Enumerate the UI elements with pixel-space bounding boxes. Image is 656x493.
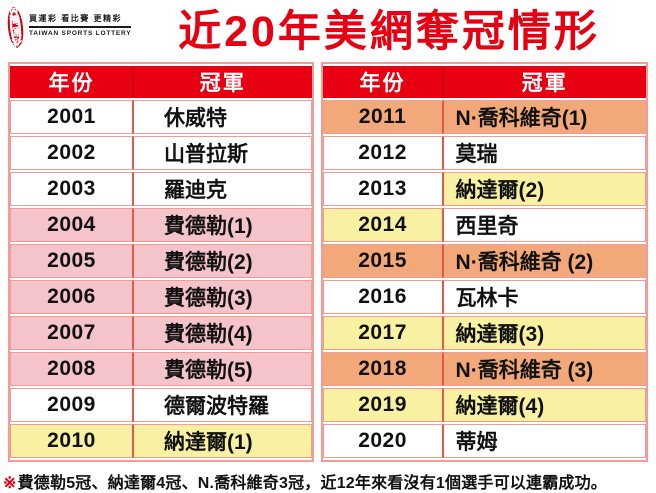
logo-slogan: 買運彩 看比賽 更精彩: [29, 14, 122, 23]
year-cell: 2016: [322, 280, 444, 314]
table-row: 2005 費德勒(2): [10, 244, 312, 278]
footnote: ※費德勒5冠、納達爾4冠、N.喬科維奇3冠，近12年來看沒有1個選手可以連霸成功…: [3, 469, 656, 493]
year-cell: 2015: [322, 244, 444, 278]
champion-cell: N·喬科維奇 (3): [443, 352, 646, 386]
year-cell: 2010: [10, 424, 134, 458]
champions-table-2001-2010: 年份 冠軍 2001 休威特 2002 山普拉斯 2003 羅迪克 2004 費德勒(1) 20…: [8, 62, 314, 462]
champion-cell: 費德勒(3): [134, 280, 312, 314]
taiwan-sports-lottery-logo: 台灣 運彩 買運彩 看比賽 更精彩 TAIWAN SPORTS LOTTERY: [5, 2, 132, 51]
table-row: 2003 羅迪克: [10, 172, 312, 206]
column-header-year: 年份: [322, 66, 444, 98]
year-cell: 2017: [322, 316, 444, 350]
champion-cell: 納達爾(4): [443, 388, 646, 422]
champion-cell: 費德勒(1): [134, 208, 312, 242]
year-cell: 2020: [322, 424, 444, 458]
champion-cell: 德爾波特羅: [134, 388, 312, 422]
table-row: 2007 費德勒(4): [10, 316, 312, 350]
table-row: 2019 納達爾(4): [322, 388, 646, 422]
table-row: 2014 西里奇: [322, 208, 646, 242]
table-row: 2002 山普拉斯: [10, 136, 312, 170]
table-row: 2016 瓦林卡: [322, 280, 646, 314]
year-cell: 2004: [10, 208, 134, 242]
header: 台灣 運彩 買運彩 看比賽 更精彩 TAIWAN SPORTS LOTTERY …: [0, 0, 656, 59]
table-row: 2020 蒂姆: [322, 424, 646, 458]
table-row: 2012 莫瑞: [322, 136, 646, 170]
champion-cell: 費德勒(5): [134, 352, 312, 386]
year-cell: 2002: [10, 136, 134, 170]
year-cell: 2008: [10, 352, 134, 386]
footnote-marker: ※: [3, 475, 17, 492]
table-row: 2015 N·喬科維奇 (2): [322, 244, 646, 278]
champion-cell: 納達爾(2): [443, 172, 646, 206]
table-row: 2018 N·喬科維奇 (3): [322, 352, 646, 386]
table-row: 2008 費德勒(5): [10, 352, 312, 386]
year-cell: 2001: [10, 100, 134, 134]
page-title: 近20年美網奪冠情形: [178, 8, 600, 56]
champion-cell: 瓦林卡: [443, 280, 646, 314]
year-cell: 2018: [322, 352, 444, 386]
champion-cell: 納達爾(1): [134, 424, 312, 458]
footnote-text: 費德勒5冠、納達爾4冠、N.喬科維奇3冠，近12年來看沒有1個選手可以連霸成功。: [17, 475, 608, 492]
tables-container: 年份 冠軍 2001 休威特 2002 山普拉斯 2003 羅迪克 2004 費德勒(1) 20…: [0, 62, 656, 462]
year-cell: 2009: [10, 388, 134, 422]
column-header-champion: 冠軍: [134, 66, 312, 98]
year-cell: 2014: [322, 208, 444, 242]
table-row: 2017 納達爾(3): [322, 316, 646, 350]
column-header-year: 年份: [10, 66, 134, 98]
champions-table-2011-2020: 年份 冠軍 2011 N·喬科維奇(1) 2012 莫瑞 2013 納達爾(2) 2014 西…: [320, 62, 648, 462]
champion-cell: 羅迪克: [134, 172, 312, 206]
champion-cell: 費德勒(4): [134, 316, 312, 350]
logo-circle-text-bottom: 運彩: [9, 25, 24, 51]
champion-cell: 西里奇: [443, 208, 646, 242]
lottery-logo-icon: 台灣 運彩: [5, 2, 26, 51]
champion-cell: 納達爾(3): [443, 316, 646, 350]
table-row: 2006 費德勒(3): [10, 280, 312, 314]
logo-name-en: TAIWAN SPORTS LOTTERY: [29, 26, 132, 37]
table-row: 2009 德爾波特羅: [10, 388, 312, 422]
column-header-champion: 冠軍: [443, 66, 646, 98]
year-cell: 2012: [322, 136, 444, 170]
champion-cell: 山普拉斯: [134, 136, 312, 170]
table-row: 2011 N·喬科維奇(1): [322, 100, 646, 134]
table-row: 2004 費德勒(1): [10, 208, 312, 242]
logo-text-block: 買運彩 看比賽 更精彩 TAIWAN SPORTS LOTTERY: [29, 13, 132, 37]
champion-cell: N·喬科維奇 (2): [443, 244, 646, 278]
year-cell: 2011: [322, 100, 444, 134]
table-header-row: 年份 冠軍: [10, 66, 312, 98]
table-row: 2013 納達爾(2): [322, 172, 646, 206]
logo-circle-text-top: 台灣: [7, 2, 21, 28]
champion-cell: 蒂姆: [443, 424, 646, 458]
year-cell: 2007: [10, 316, 134, 350]
year-cell: 2003: [10, 172, 134, 206]
year-cell: 2013: [322, 172, 444, 206]
champion-cell: N·喬科維奇(1): [443, 100, 646, 134]
table-row: 2001 休威特: [10, 100, 312, 134]
table-header-row: 年份 冠軍: [322, 66, 646, 98]
year-cell: 2019: [322, 388, 444, 422]
year-cell: 2006: [10, 280, 134, 314]
champion-cell: 費德勒(2): [134, 244, 312, 278]
table-row: 2010 納達爾(1): [10, 424, 312, 458]
year-cell: 2005: [10, 244, 134, 278]
champion-cell: 休威特: [134, 100, 312, 134]
champion-cell: 莫瑞: [443, 136, 646, 170]
